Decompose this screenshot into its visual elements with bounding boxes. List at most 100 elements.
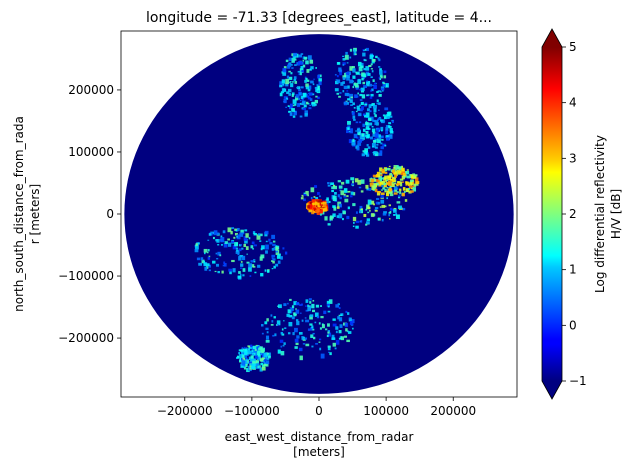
echo-cell xyxy=(362,77,366,80)
echo-cell xyxy=(376,99,379,103)
colorbar-label-units: H/V [dB] xyxy=(609,189,623,239)
echo-cell xyxy=(393,209,397,213)
echo-cell xyxy=(374,209,378,212)
echo-cell xyxy=(266,352,269,355)
echo-cell xyxy=(351,140,356,146)
echo-cell xyxy=(309,301,312,304)
echo-cell xyxy=(319,327,322,330)
echo-cell xyxy=(241,347,244,350)
echo-cell xyxy=(283,303,287,307)
echo-cell xyxy=(242,274,245,277)
echo-cell xyxy=(355,86,359,90)
echo-cell xyxy=(244,360,248,365)
echo-cell xyxy=(361,106,364,111)
echo-cell xyxy=(307,328,311,331)
echo-cell xyxy=(343,193,346,196)
echo-cell xyxy=(394,189,398,192)
echo-cell xyxy=(298,61,302,65)
echo-cell xyxy=(314,99,318,104)
echo-cell xyxy=(195,244,199,250)
echo-cell xyxy=(203,248,208,253)
echo-cell xyxy=(321,324,325,329)
echo-cell xyxy=(381,139,384,141)
echo-cell xyxy=(314,86,318,89)
echo-cell xyxy=(303,336,305,338)
echo-cell xyxy=(257,365,260,369)
echo-cell xyxy=(250,260,254,263)
echo-cell xyxy=(327,184,331,187)
echo-cell xyxy=(369,182,374,187)
echo-cell xyxy=(308,298,312,301)
echo-cell xyxy=(309,98,313,102)
echo-cell xyxy=(352,68,356,73)
echo-cell xyxy=(347,127,350,130)
echo-cell xyxy=(382,120,386,123)
echo-cell xyxy=(384,144,387,147)
echo-cell xyxy=(338,95,341,98)
echo-cell xyxy=(357,79,362,85)
echo-cell xyxy=(381,218,384,222)
echo-cell xyxy=(359,99,363,101)
echo-cell xyxy=(237,275,242,279)
echo-cell xyxy=(383,70,387,74)
echo-cell xyxy=(379,150,383,154)
echo-cell xyxy=(367,146,371,149)
echo-cell xyxy=(352,115,356,119)
echo-cell xyxy=(279,339,284,343)
echo-cell xyxy=(318,341,321,343)
echo-cell xyxy=(352,138,355,142)
echo-cell xyxy=(289,298,292,301)
echo-cell xyxy=(251,241,255,245)
colorbar-ticks: 5 4 3 2 1 0 −1 xyxy=(562,40,587,388)
echo-cell xyxy=(396,191,399,194)
echo-cell xyxy=(384,191,387,193)
echo-cell xyxy=(261,332,264,335)
echo-cell xyxy=(306,95,310,98)
echo-region xyxy=(279,52,322,118)
echo-cell xyxy=(343,85,348,90)
echo-cell xyxy=(243,367,247,370)
echo-cell xyxy=(286,91,290,94)
echo-cell xyxy=(305,190,309,196)
echo-cell xyxy=(334,74,337,76)
echo-cell xyxy=(300,53,304,55)
echo-cell xyxy=(290,308,294,311)
echo-cell xyxy=(380,199,385,204)
echo-cell xyxy=(379,206,382,208)
echo-cell xyxy=(319,195,321,198)
echo-cell xyxy=(259,346,263,350)
echo-cell xyxy=(352,75,356,79)
echo-cell xyxy=(350,104,353,106)
echo-cell xyxy=(278,304,282,309)
echo-cell xyxy=(367,211,370,214)
echo-cell xyxy=(266,357,270,360)
echo-cell xyxy=(259,256,263,261)
echo-cell xyxy=(357,132,361,136)
echo-cell xyxy=(194,248,199,253)
echo-cell xyxy=(243,346,246,349)
echo-cell xyxy=(320,202,324,205)
echo-cell xyxy=(364,150,368,155)
echo-cell xyxy=(349,66,354,71)
echo-cell xyxy=(360,87,365,92)
echo-cell xyxy=(325,328,328,331)
echo-cell xyxy=(396,165,399,168)
echo-cell xyxy=(304,79,307,83)
echo-cell xyxy=(309,323,313,326)
echo-cell xyxy=(360,179,365,184)
echo-cell xyxy=(239,267,243,269)
colorbar-tick-label: 2 xyxy=(569,207,577,221)
echo-cell xyxy=(294,103,297,106)
echo-cell xyxy=(391,189,395,193)
echo-cell xyxy=(292,332,295,336)
echo-cell xyxy=(361,77,364,81)
echo-cell xyxy=(338,317,343,322)
echo-cell xyxy=(368,80,370,83)
echo-cell xyxy=(355,72,360,75)
echo-cell xyxy=(238,349,242,352)
echo-cell xyxy=(360,65,364,69)
echo-cell xyxy=(353,222,355,224)
echo-cell xyxy=(344,198,349,203)
echo-cell xyxy=(288,93,291,96)
echo-cell xyxy=(412,175,415,179)
